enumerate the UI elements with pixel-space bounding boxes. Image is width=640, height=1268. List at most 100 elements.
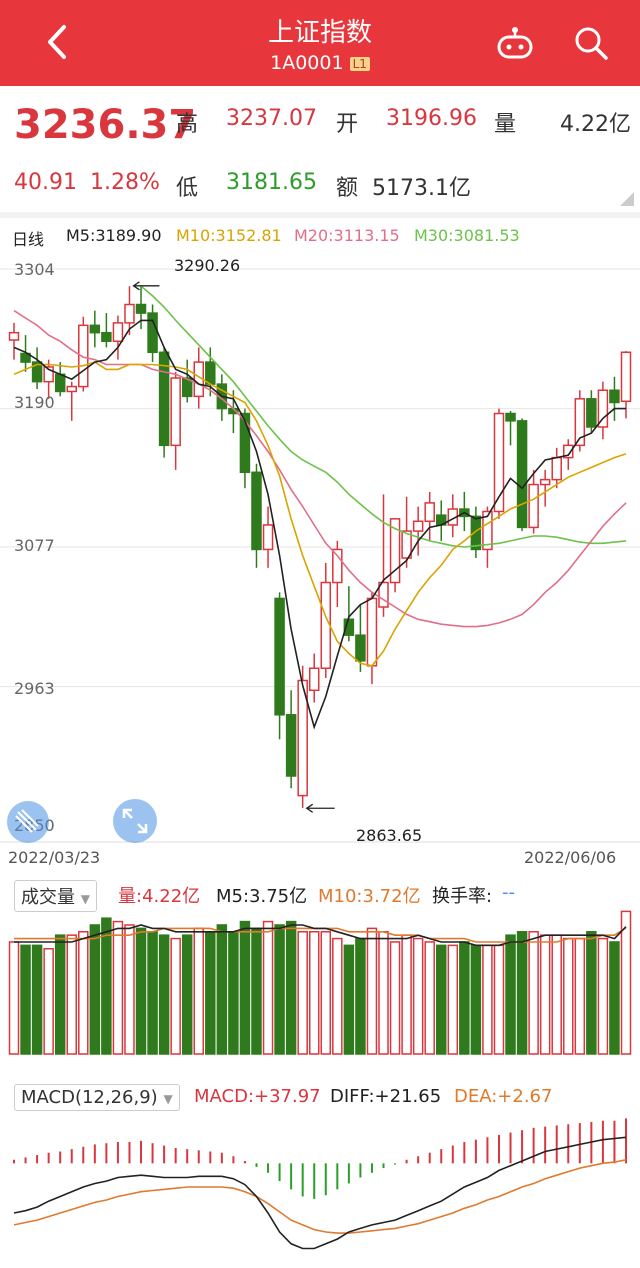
date-start: 2022/03/23: [8, 848, 101, 867]
volume-m5-label: M5:3.75亿: [216, 886, 308, 907]
stock-code-text: 1A0001: [270, 52, 344, 74]
volume-m5-line: [14, 924, 627, 947]
robot-assistant-icon[interactable]: [496, 24, 534, 62]
fullscreen-icon[interactable]: [112, 798, 158, 844]
period-label[interactable]: 日线: [12, 230, 45, 249]
macd-selector-text: MACD(12,26,9): [21, 1087, 158, 1108]
volume-bar-up: [320, 931, 332, 1055]
macd-chart[interactable]: [0, 1112, 640, 1262]
high-arrow-head: [132, 281, 140, 291]
ma20-line: [13, 309, 627, 628]
quote-panel: 3236.37 高 3237.07 开 3196.96 量 4.22亿 40.9…: [0, 86, 640, 212]
candle-up: [597, 389, 609, 428]
candle-up: [551, 456, 562, 481]
candle-up: [78, 324, 89, 388]
low-annotation: 2863.65: [356, 826, 423, 845]
volume-bar-up: [43, 947, 54, 1055]
volume-bar-down: [158, 934, 170, 1055]
app-header: 上证指数 1A0001 L1: [0, 0, 640, 86]
volume-bar-up: [8, 941, 20, 1055]
candle-down: [505, 412, 516, 422]
candle-up: [493, 412, 505, 513]
candle-up: [528, 483, 539, 529]
low-arrow-head: [305, 803, 314, 813]
candle-up: [262, 524, 274, 551]
dea-line: [13, 1159, 627, 1234]
volume-bar-up: [597, 937, 609, 1055]
y-tick-3077: 3077: [14, 536, 55, 555]
high-value: 3237.07: [226, 106, 317, 131]
macd-selector[interactable]: MACD(12,26,9) ▼: [14, 1084, 180, 1111]
candle-up: [66, 385, 77, 393]
date-end: 2022/06/06: [524, 848, 617, 867]
candle-down: [285, 714, 297, 777]
candle-up: [170, 377, 181, 447]
page-title: 上证指数: [267, 18, 372, 48]
ma20-label: M20:3113.15: [294, 226, 400, 245]
volume-chart[interactable]: [0, 906, 640, 1056]
divider: [0, 212, 640, 218]
high-annotation: 3290.26: [174, 256, 241, 275]
volume-bar-down: [89, 924, 101, 1055]
low-value: 3181.65: [226, 170, 317, 195]
volume-bar-down: [274, 924, 285, 1055]
volume-bar-down: [31, 944, 43, 1055]
change-value: 40.91: [14, 170, 77, 195]
volume-label: 量: [494, 112, 517, 137]
candle-down: [54, 373, 66, 393]
candle-up: [320, 581, 332, 669]
amount-label: 额: [336, 176, 359, 201]
candle-down: [586, 398, 597, 428]
stock-code: 1A0001 L1: [0, 52, 640, 74]
macd-value-label: MACD:+37.97: [194, 1086, 321, 1107]
volume-bar-up: [308, 931, 320, 1055]
volume-bar-down: [355, 937, 366, 1055]
volume-bar-down: [147, 931, 158, 1055]
volume-bar-up: [366, 927, 378, 1055]
candle-up: [297, 679, 308, 797]
diff-line: [13, 1136, 627, 1250]
current-price: 3236.37: [14, 102, 197, 148]
y-tick-3304: 3304: [14, 260, 55, 279]
volume-bar-down: [251, 927, 262, 1055]
dropdown-arrow-icon: ▼: [163, 1092, 173, 1106]
volume-bar-up: [78, 931, 89, 1055]
draw-tool-icon[interactable]: [6, 800, 50, 844]
volume-bar-up: [112, 920, 124, 1055]
candle-up: [574, 398, 586, 447]
volume-bar-up: [262, 920, 274, 1055]
volume-selector[interactable]: 成交量 ▼: [14, 880, 97, 912]
candle-down: [101, 331, 112, 343]
volume-bar-up: [170, 937, 181, 1055]
candle-up: [112, 322, 124, 343]
volume-value: 4.22亿: [560, 112, 631, 137]
ma5-line: [13, 319, 626, 730]
expand-corner-icon[interactable]: [620, 192, 634, 206]
volume-bar-down: [181, 934, 193, 1055]
ma10-line: [13, 361, 627, 667]
candle-down: [20, 352, 31, 363]
candle-down: [158, 351, 170, 447]
volume-bar-down: [20, 944, 31, 1055]
candle-down: [147, 312, 158, 354]
volume-bar-up: [424, 941, 435, 1055]
candle-up: [620, 351, 632, 403]
volume-bar-up: [389, 941, 401, 1055]
candlestick-chart[interactable]: [0, 250, 640, 846]
volume-bar-down: [343, 944, 355, 1055]
candle-up: [378, 581, 389, 608]
candle-down: [205, 361, 216, 385]
volume-bar-down: [609, 941, 620, 1055]
candle-up: [424, 502, 435, 523]
candle-down: [239, 412, 251, 474]
volume-bar-up: [574, 937, 586, 1055]
volume-bar-up: [539, 934, 551, 1055]
level-badge: L1: [349, 56, 370, 71]
candle-up: [563, 444, 574, 459]
back-arrow-icon[interactable]: [38, 22, 78, 62]
search-icon[interactable]: [572, 24, 610, 62]
turnover-label: 换手率:: [432, 886, 493, 907]
candle-down: [135, 303, 147, 314]
candle-up: [539, 478, 551, 486]
volume-bar-down: [505, 934, 516, 1055]
